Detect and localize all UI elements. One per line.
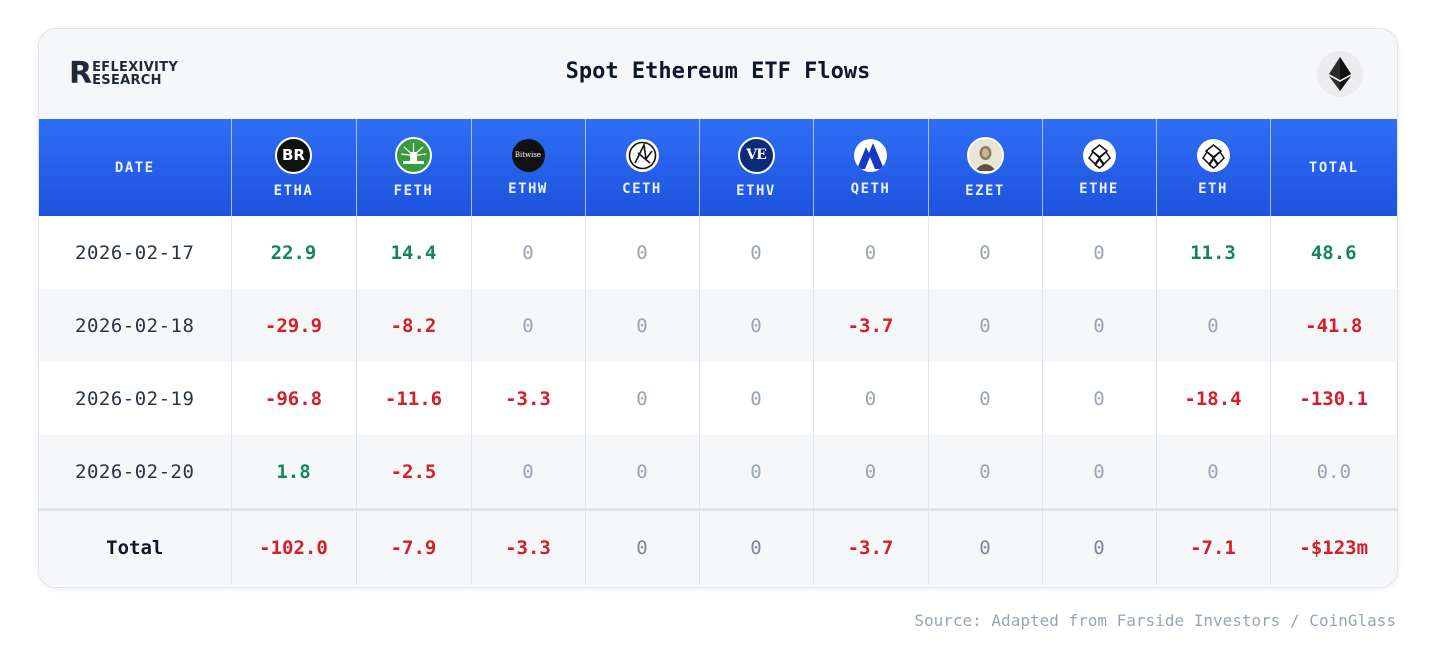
totals-label: Total [39, 508, 232, 585]
flow-cell-ceth: 0 [585, 435, 700, 510]
flow-cell-eth: -18.4 [1156, 362, 1271, 435]
flow-cell-eth: 0 [1156, 289, 1271, 362]
total-cell-qeth: -3.7 [813, 508, 929, 585]
flow-cell-eth: 0 [1156, 435, 1271, 510]
table-row: 2026-02-19 -96.8 -11.6 -3.3 0 0 0 0 0 -18.4 -130.1 [39, 362, 1397, 435]
table-row: 2026-02-18 -29.9 -8.2 0 0 0 -3.7 0 0 0 -41.8 [39, 289, 1397, 362]
flow-cell-eth: 11.3 [1156, 216, 1271, 289]
chart-title: Spot Ethereum ETF Flows [565, 59, 871, 84]
flow-cell-qeth: 0 [813, 216, 929, 289]
flow-cell-ezet: 0 [928, 216, 1043, 289]
blackrock-icon: BR [275, 136, 312, 174]
flow-cell-ceth: 0 [585, 289, 700, 362]
total-cell-ceth: 0 [585, 508, 700, 585]
flow-cell-ethw: 0 [471, 289, 586, 362]
etf-flows-card: R EFLEXIVITY ESEARCH Spot Ethereum ETF F… [38, 28, 1398, 588]
table-body: 2026-02-17 22.9 14.4 0 0 0 0 0 0 11.3 48.6 2026-02-… [39, 216, 1397, 585]
flow-cell-ezet: 0 [928, 435, 1043, 510]
flow-cell-qeth: 0 [813, 435, 929, 510]
header-qeth: QETH [813, 119, 929, 216]
totals-row: Total -102.0 -7.9 -3.3 0 0 -3.7 0 0 -7.1 -$123m [39, 508, 1397, 585]
row-total-cell: 48.6 [1270, 216, 1397, 289]
fidelity-icon [395, 136, 432, 174]
flow-cell-etha: 1.8 [231, 435, 357, 510]
flow-cell-qeth: 0 [813, 362, 929, 435]
card-header: R EFLEXIVITY ESEARCH Spot Ethereum ETF F… [39, 29, 1397, 119]
total-cell-ethe: 0 [1042, 508, 1157, 585]
flow-cell-etha: -96.8 [231, 362, 357, 435]
header-ezet: EZET [928, 119, 1043, 216]
total-cell-ezet: 0 [928, 508, 1043, 585]
logo-line-1: EFLEXIVITY [92, 60, 179, 75]
header-etha: BR ETHA [231, 119, 357, 216]
flow-cell-ceth: 0 [585, 216, 700, 289]
logo-initial: R [69, 56, 92, 91]
date-cell: 2026-02-18 [39, 289, 232, 362]
header-ethv: VE ETHV [699, 119, 814, 216]
flow-cell-feth: -11.6 [356, 362, 472, 435]
table-row: 2026-02-20 1.8 -2.5 0 0 0 0 0 0 0 0.0 [39, 435, 1397, 510]
flow-cell-ethv: 0 [699, 362, 814, 435]
flow-cell-ethe: 0 [1042, 289, 1157, 362]
invesco-icon [854, 138, 887, 172]
flow-cell-ethw: 0 [471, 435, 586, 510]
flow-cell-ezet: 0 [928, 362, 1043, 435]
total-cell-feth: -7.9 [356, 508, 472, 585]
flow-cell-feth: -8.2 [356, 289, 472, 362]
flow-cell-ethv: 0 [699, 216, 814, 289]
flow-cell-ceth: 0 [585, 362, 700, 435]
total-cell-eth: -7.1 [1156, 508, 1271, 585]
franklin-icon [966, 136, 1004, 174]
flow-cell-feth: 14.4 [356, 216, 472, 289]
date-cell: 2026-02-17 [39, 216, 232, 289]
vaneck-icon: VE [737, 136, 775, 174]
header-ethe: ETHE [1042, 119, 1157, 216]
logo-line-2: ESEARCH [92, 73, 162, 88]
flow-cell-feth: -2.5 [356, 435, 472, 510]
total-cell-ethw: -3.3 [471, 508, 586, 585]
reflexivity-research-logo: R EFLEXIVITY ESEARCH [69, 59, 178, 89]
etf-flows-table: DATE BR ETHA [39, 119, 1397, 585]
flow-cell-etha: 22.9 [231, 216, 357, 289]
table-row: 2026-02-17 22.9 14.4 0 0 0 0 0 0 11.3 48.6 [39, 216, 1397, 289]
flow-cell-ethe: 0 [1042, 216, 1157, 289]
header-feth: FETH [356, 119, 472, 216]
flow-cell-ethe: 0 [1042, 362, 1157, 435]
ethereum-icon [1317, 51, 1363, 97]
flow-cell-ethe: 0 [1042, 435, 1157, 510]
header-total: TOTAL [1270, 119, 1397, 216]
date-cell: 2026-02-19 [39, 362, 232, 435]
header-date: DATE [39, 119, 232, 216]
header-eth: ETH [1156, 119, 1271, 216]
flow-cell-ezet: 0 [928, 289, 1043, 362]
bitwise-icon: Bitwise [511, 138, 545, 172]
table-header-row: DATE BR ETHA [39, 119, 1397, 216]
row-total-cell: -130.1 [1270, 362, 1397, 435]
total-cell-etha: -102.0 [231, 508, 357, 585]
grayscale-icon [1082, 138, 1116, 172]
source-note: Source: Adapted from Farside Investors /… [914, 611, 1396, 630]
header-ethw: Bitwise ETHW [471, 119, 586, 216]
flow-cell-ethv: 0 [699, 289, 814, 362]
row-total-cell: -41.8 [1270, 289, 1397, 362]
grand-total-cell: -$123m [1270, 508, 1397, 585]
flow-cell-etha: -29.9 [231, 289, 357, 362]
flow-cell-ethv: 0 [699, 435, 814, 510]
total-cell-ethv: 0 [699, 508, 814, 585]
21shares-icon [625, 138, 659, 172]
header-ceth: CETH [585, 119, 700, 216]
grayscale-mini-icon [1196, 138, 1230, 172]
row-total-cell: 0.0 [1270, 435, 1397, 510]
flow-cell-ethw: -3.3 [471, 362, 586, 435]
flow-cell-qeth: -3.7 [813, 289, 929, 362]
date-cell: 2026-02-20 [39, 435, 232, 510]
flow-cell-ethw: 0 [471, 216, 586, 289]
